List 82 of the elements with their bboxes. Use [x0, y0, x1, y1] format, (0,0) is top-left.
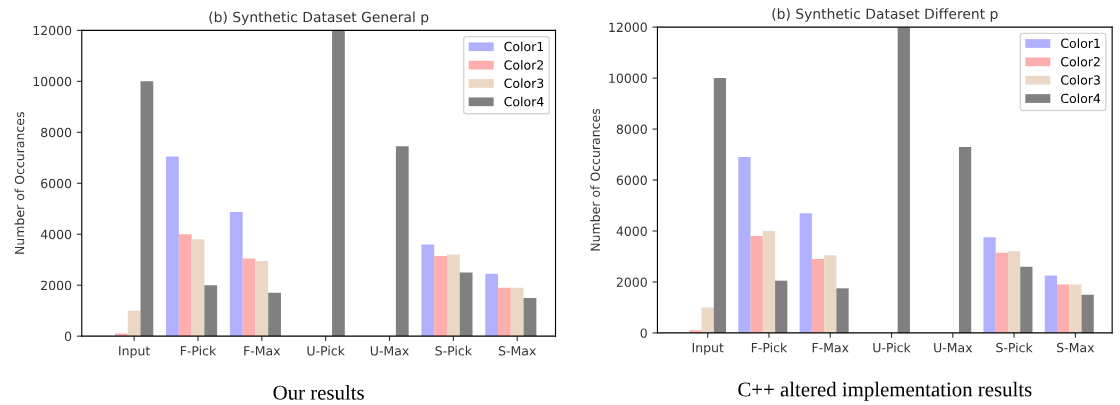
bar: [255, 260, 269, 337]
text: Our results: [273, 385, 364, 400]
y-tick-label: 6000: [41, 178, 72, 189]
y-tick-label: 6000: [616, 175, 647, 185]
bar: [523, 297, 537, 337]
y-tick-label: 2000: [41, 280, 72, 291]
legend-label: Color1: [504, 41, 544, 52]
y-tick-label: 4000: [616, 226, 647, 236]
x-tick-label: U-Max: [370, 346, 409, 356]
bar: [446, 254, 460, 337]
bar: [1069, 284, 1082, 333]
bar: [140, 81, 154, 337]
y-tick-label: 12000: [33, 25, 72, 36]
legend-label: Color2: [1061, 56, 1100, 67]
bar: [799, 213, 812, 333]
bar: [713, 78, 727, 333]
bar: [421, 244, 435, 337]
bar: [836, 288, 849, 333]
y-tick-label: 12000: [609, 22, 647, 33]
bar: [127, 310, 141, 337]
text: C++ altered implementation results: [738, 381, 1032, 401]
x-tick-label: F-Max: [244, 346, 281, 356]
bar: [738, 157, 751, 333]
bar: [498, 287, 511, 337]
x-tick-label: F-Pick: [180, 345, 217, 356]
bar: [1007, 251, 1021, 333]
bar: [1081, 294, 1094, 333]
bar: [178, 234, 192, 337]
x-tick-label: U-Pick: [873, 342, 911, 353]
bar: [434, 255, 447, 337]
x-tick-label: U-Max: [934, 343, 973, 353]
legend-label: Color4: [1061, 93, 1101, 104]
bar: [1057, 284, 1070, 333]
bar: [762, 230, 776, 333]
y-axis-title: Number of Occurances: [14, 112, 25, 254]
x-tick-label: Input: [119, 346, 150, 358]
bar: [332, 30, 345, 337]
legend-label: Color4: [504, 96, 544, 107]
y-tick-label: 8000: [616, 124, 647, 134]
y-axis-title: Number of Occurances: [590, 108, 600, 251]
legend-label: Color1: [1061, 38, 1100, 49]
bar: [268, 292, 281, 337]
bar: [395, 146, 409, 337]
bar: [995, 252, 1008, 333]
x-tick-label: S-Pick: [996, 342, 1033, 353]
x-tick-label: S-Max: [1057, 342, 1095, 353]
bar: [811, 259, 825, 333]
bar: [242, 258, 256, 337]
chart-title: (b) Synthetic Dataset Different p: [772, 8, 998, 22]
x-tick-label: S-Pick: [435, 345, 472, 356]
bar: [191, 239, 205, 337]
y-tick-label: 4000: [40, 229, 72, 240]
y-tick-label: 0: [64, 331, 72, 342]
x-tick-label: U-Pick: [307, 345, 345, 356]
bar: [485, 273, 499, 337]
bar: [1020, 266, 1033, 333]
bar: [459, 272, 473, 337]
bar: [1044, 275, 1058, 333]
chart-title: (b) Synthetic Dataset General p: [209, 11, 429, 25]
y-tick-label: 10000: [33, 76, 72, 87]
y-tick-label: 2000: [616, 277, 647, 287]
legend-label: Color3: [504, 78, 544, 88]
y-tick-label: 8000: [41, 127, 72, 138]
bar: [775, 280, 788, 333]
bar: [824, 255, 837, 333]
bar: [204, 285, 218, 337]
legend-label: Color2: [504, 59, 544, 70]
bar: [510, 287, 524, 337]
bar: [958, 146, 972, 333]
y-tick-label: 10000: [609, 73, 647, 84]
bar: [983, 237, 996, 333]
x-tick-label: F-Pick: [751, 342, 788, 353]
y-tick-label: 0: [640, 328, 647, 338]
legend-label: Color3: [1061, 75, 1100, 85]
x-tick-label: F-Max: [812, 343, 849, 353]
bar: [229, 212, 243, 337]
bar: [701, 307, 714, 333]
bar: [897, 27, 910, 333]
bar: [166, 156, 179, 337]
x-tick-label: S-Max: [498, 346, 536, 356]
x-tick-label: Input: [692, 343, 724, 355]
bar: [750, 236, 763, 333]
